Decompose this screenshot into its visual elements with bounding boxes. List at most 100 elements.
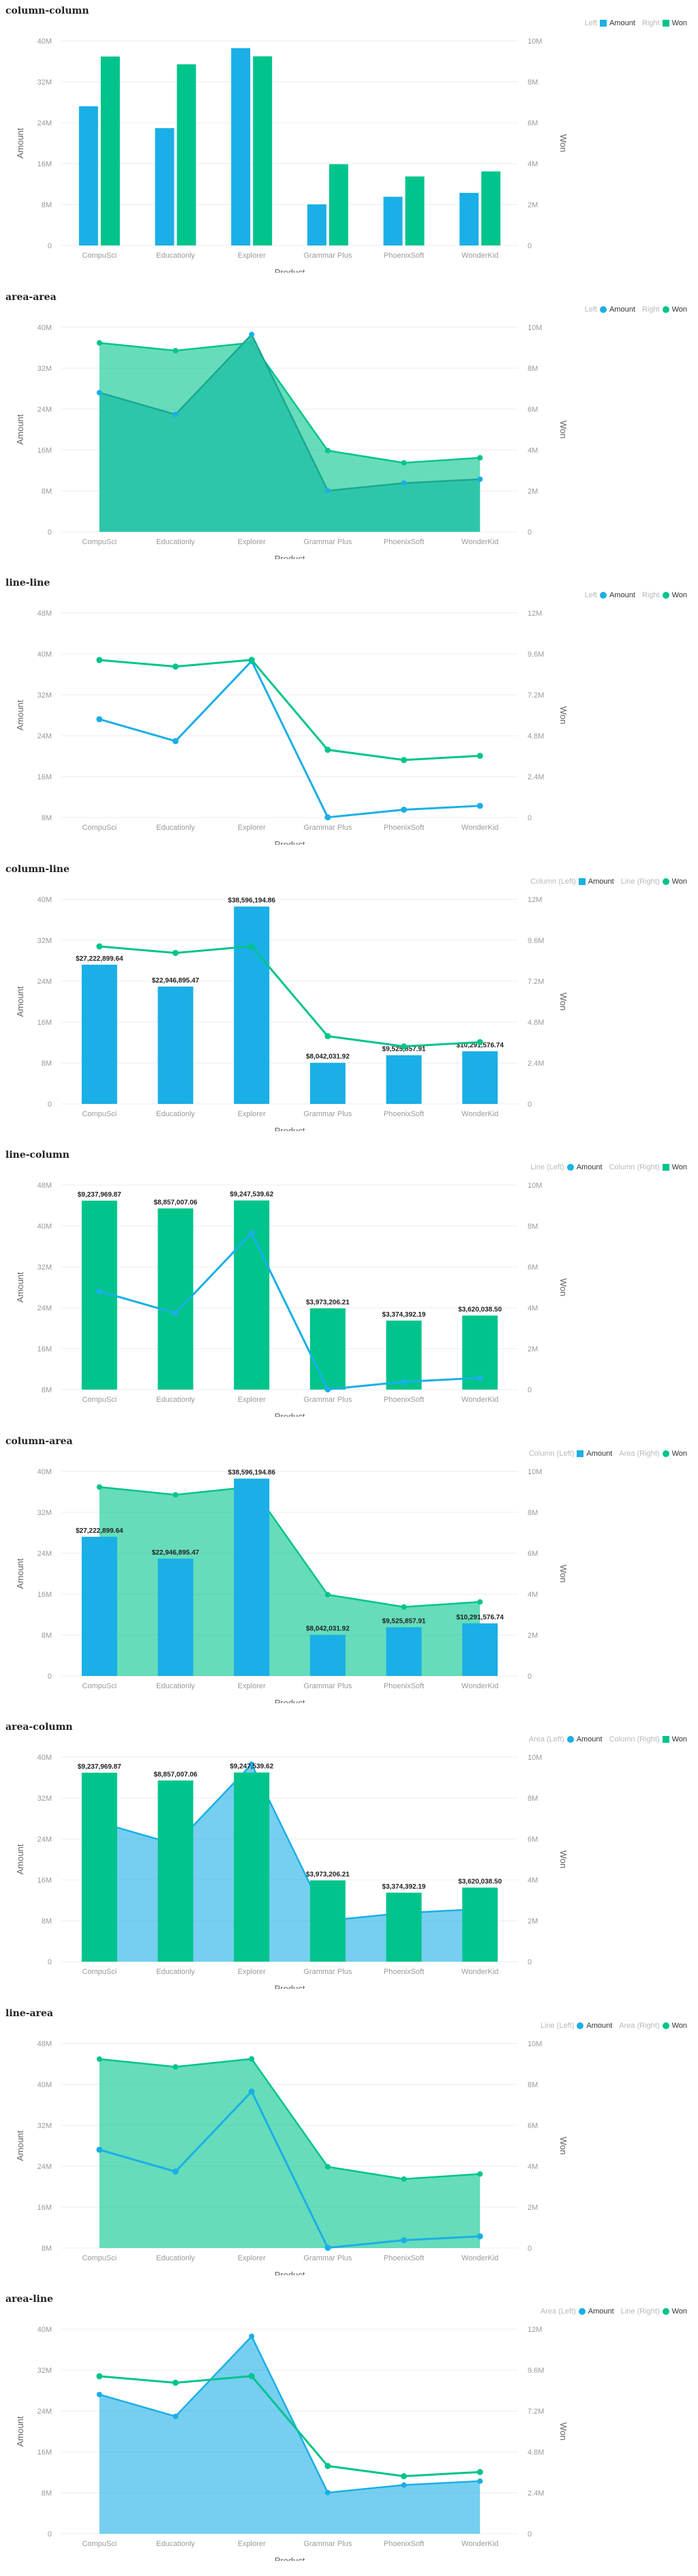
- bar-Won[interactable]: [234, 1772, 270, 1962]
- bar-Amount[interactable]: [386, 1627, 422, 1676]
- point-Won[interactable]: [477, 1598, 483, 1604]
- bar-Amount[interactable]: [231, 48, 251, 246]
- point-Amount[interactable]: [96, 2146, 103, 2153]
- point-Won[interactable]: [324, 2163, 331, 2170]
- point-Amount[interactable]: [96, 389, 102, 395]
- point-Won[interactable]: [172, 1491, 179, 1497]
- bar-Amount[interactable]: [386, 1055, 422, 1104]
- point-Won[interactable]: [172, 2380, 179, 2386]
- point-Amount[interactable]: [477, 476, 483, 482]
- legend-series-name[interactable]: Amount: [588, 2307, 614, 2316]
- point-Won[interactable]: [96, 340, 102, 346]
- bar-Won[interactable]: [177, 64, 196, 245]
- bar-Amount[interactable]: [81, 1536, 117, 1676]
- legend-series-name[interactable]: Amount: [609, 591, 635, 599]
- point-Won[interactable]: [96, 1484, 102, 1490]
- point-Won[interactable]: [401, 757, 407, 764]
- point-Won[interactable]: [476, 1038, 483, 1045]
- point-Amount[interactable]: [401, 2482, 407, 2488]
- point-Won[interactable]: [96, 657, 103, 663]
- point-Amount[interactable]: [401, 1379, 407, 1386]
- point-Won[interactable]: [96, 2056, 102, 2062]
- bar-Won[interactable]: [234, 1200, 270, 1390]
- bar-Amount[interactable]: [462, 1051, 498, 1104]
- bar-Won[interactable]: [157, 1780, 194, 1962]
- legend-series-name[interactable]: Amount: [586, 1449, 613, 1458]
- point-Amount[interactable]: [476, 2232, 483, 2239]
- point-Won[interactable]: [401, 1043, 407, 1049]
- point-Amount[interactable]: [248, 2088, 255, 2095]
- legend-series-name[interactable]: Won: [671, 19, 687, 27]
- point-Amount[interactable]: [96, 1288, 103, 1295]
- point-Won[interactable]: [324, 2463, 331, 2470]
- legend-series-name[interactable]: Won: [671, 1735, 687, 1743]
- point-Amount[interactable]: [172, 2413, 179, 2419]
- point-Amount[interactable]: [324, 1386, 331, 1393]
- point-Won[interactable]: [324, 1032, 331, 1039]
- point-Amount[interactable]: [401, 480, 407, 486]
- bar-Won[interactable]: [81, 1772, 117, 1962]
- point-Amount[interactable]: [324, 488, 331, 494]
- point-Amount[interactable]: [172, 1310, 179, 1317]
- legend-series-name[interactable]: Won: [671, 591, 687, 599]
- point-Amount[interactable]: [324, 814, 331, 821]
- legend-series-name[interactable]: Won: [671, 305, 687, 314]
- legend-series-name[interactable]: Won: [671, 877, 687, 886]
- point-Amount[interactable]: [248, 1230, 255, 1237]
- point-Won[interactable]: [324, 747, 331, 753]
- point-Won[interactable]: [249, 2056, 255, 2062]
- point-Won[interactable]: [96, 2373, 103, 2380]
- bar-Amount[interactable]: [155, 128, 174, 245]
- point-Won[interactable]: [401, 2473, 407, 2480]
- legend-series-name[interactable]: Amount: [586, 2021, 613, 2030]
- point-Amount[interactable]: [172, 2168, 179, 2174]
- legend-series-name[interactable]: Amount: [576, 1163, 603, 1171]
- point-Won[interactable]: [172, 949, 179, 956]
- point-Amount[interactable]: [401, 807, 407, 813]
- point-Amount[interactable]: [172, 738, 179, 745]
- point-Won[interactable]: [96, 943, 103, 950]
- point-Won[interactable]: [248, 657, 255, 663]
- legend-series-name[interactable]: Amount: [576, 1735, 603, 1743]
- point-Won[interactable]: [324, 1591, 331, 1598]
- bar-Amount[interactable]: [157, 1558, 194, 1676]
- point-Won[interactable]: [248, 2373, 255, 2380]
- legend-series-name[interactable]: Amount: [609, 19, 635, 27]
- point-Amount[interactable]: [476, 803, 483, 809]
- point-Won[interactable]: [172, 663, 179, 670]
- bar-Amount[interactable]: [81, 964, 117, 1104]
- legend-series-name[interactable]: Amount: [609, 305, 635, 314]
- point-Won[interactable]: [248, 942, 255, 949]
- point-Won[interactable]: [476, 752, 483, 759]
- point-Amount[interactable]: [401, 2236, 407, 2243]
- legend-series-name[interactable]: Amount: [588, 877, 614, 886]
- bar-Won[interactable]: [309, 1880, 346, 1962]
- bar-Amount[interactable]: [234, 906, 270, 1104]
- bar-Amount[interactable]: [234, 1478, 270, 1676]
- bar-Amount[interactable]: [383, 196, 403, 245]
- point-Won[interactable]: [172, 2063, 179, 2069]
- bar-Amount[interactable]: [309, 1062, 346, 1104]
- legend-series-name[interactable]: Won: [671, 2307, 687, 2316]
- point-Won[interactable]: [476, 2468, 483, 2475]
- bar-Amount[interactable]: [307, 204, 327, 245]
- point-Amount[interactable]: [476, 1375, 483, 1381]
- point-Won[interactable]: [401, 460, 407, 466]
- point-Amount[interactable]: [96, 716, 103, 723]
- bar-Won[interactable]: [157, 1208, 194, 1390]
- point-Amount[interactable]: [249, 331, 255, 338]
- bar-Amount[interactable]: [462, 1623, 498, 1676]
- point-Won[interactable]: [477, 454, 483, 460]
- bar-Amount[interactable]: [78, 106, 98, 245]
- legend-series-name[interactable]: Won: [671, 1163, 687, 1171]
- bar-Amount[interactable]: [309, 1634, 346, 1676]
- point-Amount[interactable]: [477, 2478, 483, 2484]
- point-Won[interactable]: [172, 347, 179, 353]
- bar-Won[interactable]: [386, 1892, 422, 1962]
- bar-Won[interactable]: [329, 164, 348, 245]
- legend-series-name[interactable]: Won: [671, 2021, 687, 2030]
- point-Amount[interactable]: [249, 2333, 255, 2339]
- point-Amount[interactable]: [96, 2391, 102, 2397]
- point-Won[interactable]: [477, 2170, 483, 2176]
- point-Amount[interactable]: [249, 1761, 255, 1767]
